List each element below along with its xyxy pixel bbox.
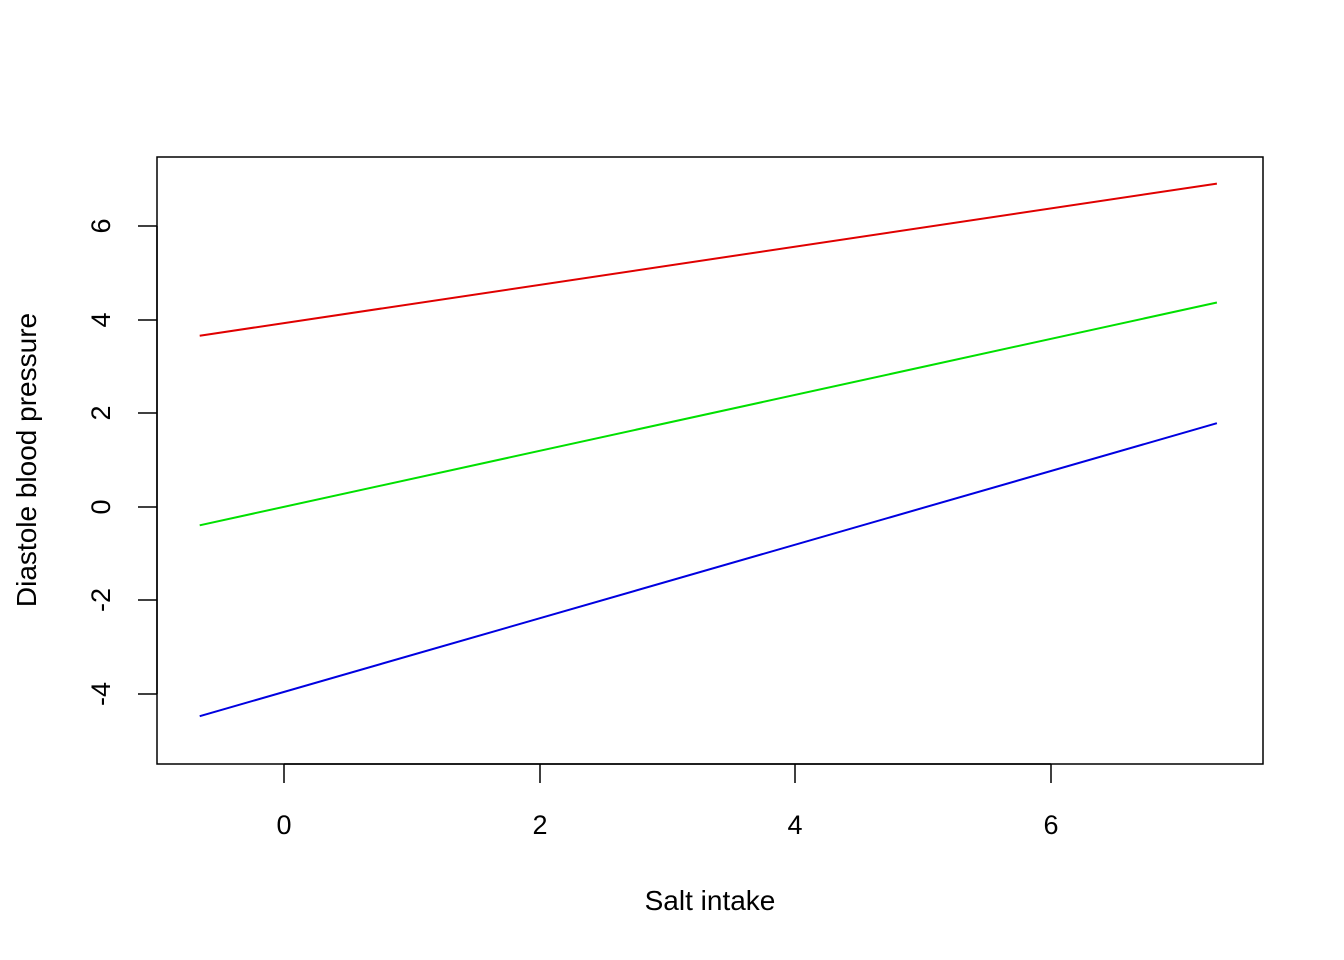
y-tick-label: 0 xyxy=(86,499,116,514)
y-tick-label: -4 xyxy=(86,682,116,706)
y-tick-0: -4 xyxy=(86,682,157,706)
y-tick-2: 0 xyxy=(86,499,157,515)
y-tick-label: 2 xyxy=(86,405,116,420)
y-axis-title: Diastole blood pressure xyxy=(11,313,42,607)
series-line-2 xyxy=(199,422,1218,718)
plot-frame xyxy=(156,156,1264,765)
x-tick-label: 0 xyxy=(276,810,291,840)
series-line-0 xyxy=(199,182,1218,337)
y-tick-label: 4 xyxy=(86,312,116,327)
series-layer xyxy=(199,182,1218,718)
x-tick-label: 6 xyxy=(1043,810,1058,840)
y-tick-5: 6 xyxy=(86,218,157,234)
x-tick-label: 2 xyxy=(532,810,547,840)
y-tick-4: 4 xyxy=(86,312,157,328)
y-tick-label: 6 xyxy=(86,218,116,233)
x-tick-0: 0 xyxy=(276,764,292,840)
x-tick-3: 6 xyxy=(1043,764,1059,840)
x-tick-2: 4 xyxy=(787,764,803,840)
y-tick-1: -2 xyxy=(86,588,157,612)
y-tick-3: 2 xyxy=(86,405,157,421)
series-line-1 xyxy=(199,301,1218,527)
x-tick-1: 2 xyxy=(532,764,548,840)
x-tick-label: 4 xyxy=(787,810,802,840)
y-tick-label: -2 xyxy=(86,588,116,612)
x-axis-title: Salt intake xyxy=(645,885,776,916)
